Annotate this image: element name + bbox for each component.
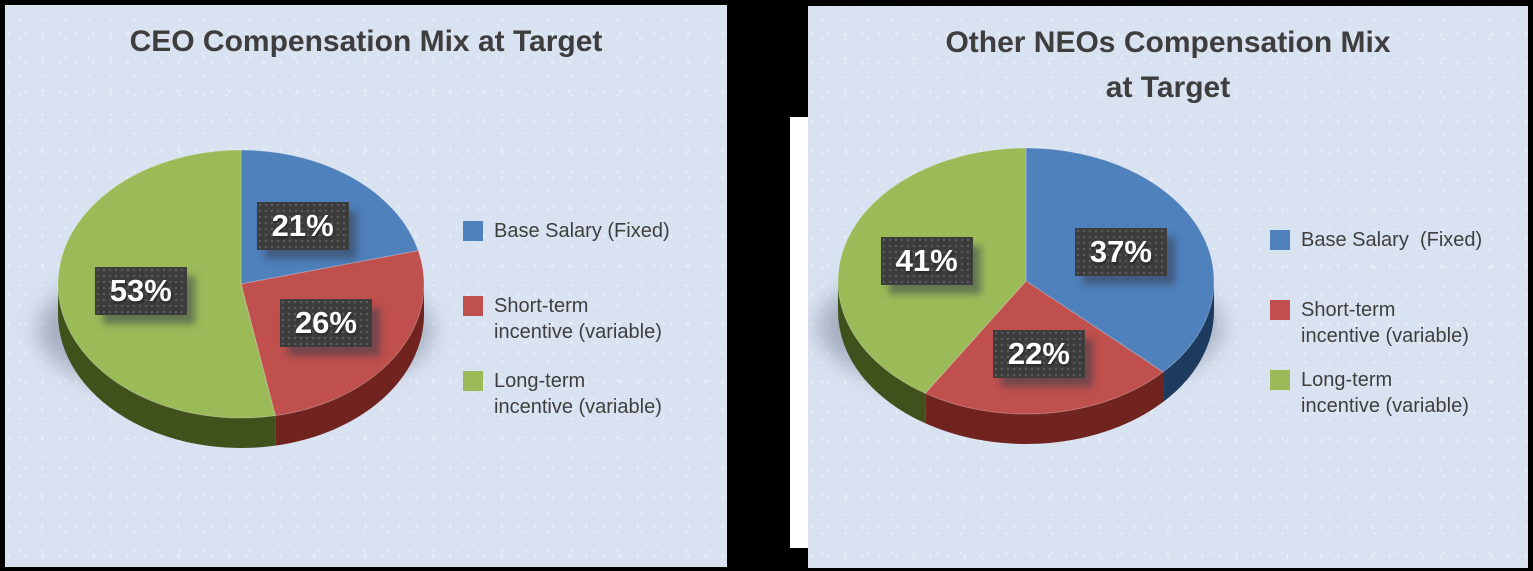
- chart-title-line: Other NEOs Compensation Mix: [945, 26, 1391, 59]
- legend-label: Base Salary (Fixed): [1301, 229, 1483, 251]
- legend-swatch-icon: [463, 221, 483, 241]
- legend-label: Long-term incentive (variable): [494, 370, 662, 418]
- legend-item: Long-term incentive (variable): [463, 368, 662, 420]
- legend-item: Short-term incentive (variable): [463, 293, 662, 345]
- legend-item: Short-term incentive (variable): [1270, 297, 1469, 349]
- legend-label: Short-term incentive (variable): [1301, 299, 1469, 347]
- neo-chart-panel: Other NEOs Compensation Mix at Target 37%…: [808, 6, 1528, 568]
- pie-slice-side: [58, 284, 276, 449]
- legend-swatch-icon: [1270, 370, 1290, 390]
- pie-chart: [818, 147, 1222, 444]
- pie-data-label: 26%: [279, 299, 372, 348]
- pie-data-label: 21%: [256, 201, 349, 250]
- legend-swatch-icon: [1270, 300, 1290, 320]
- legend-item: Long-term incentive (variable): [1270, 367, 1469, 419]
- legend-item: Base Salary (Fixed): [1270, 227, 1482, 253]
- pie-slice-side: [1163, 281, 1214, 403]
- pie-slice-side: [838, 281, 926, 424]
- pie-data-label: 41%: [880, 236, 973, 285]
- chart-title-line: CEO Compensation Mix at Target: [129, 25, 603, 58]
- chart-title-ceo: CEO Compensation Mix at Target: [5, 19, 727, 64]
- pie-data-label: 37%: [1074, 227, 1167, 276]
- page-gap-strip: [790, 117, 808, 548]
- pie-slice-side: [925, 372, 1164, 444]
- pie-data-label: 22%: [992, 329, 1085, 378]
- legend-swatch-icon: [463, 371, 483, 391]
- pie-slice-side: [275, 284, 424, 446]
- chart-title-line: at Target: [1105, 71, 1231, 104]
- legend-label: Short-term incentive (variable): [494, 295, 662, 343]
- legend-item: Base Salary (Fixed): [463, 218, 670, 244]
- ceo-chart-panel: CEO Compensation Mix at Target 21% 26% 53%…: [5, 5, 727, 567]
- legend-swatch-icon: [463, 296, 483, 316]
- legend-swatch-icon: [1270, 230, 1290, 250]
- pie-data-label: 53%: [94, 266, 187, 315]
- legend-label: Base Salary (Fixed): [494, 220, 670, 242]
- chart-title-neo: Other NEOs Compensation Mix at Target: [808, 20, 1528, 110]
- legend-label: Long-term incentive (variable): [1301, 369, 1469, 417]
